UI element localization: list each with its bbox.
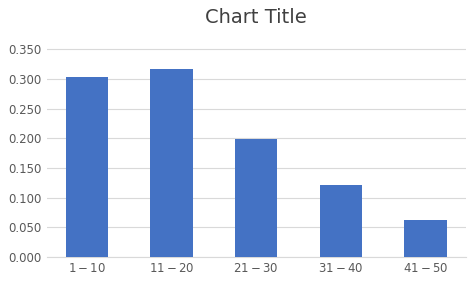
Bar: [150, 69, 192, 257]
Bar: [319, 185, 362, 257]
Title: Chart Title: Chart Title: [205, 8, 307, 27]
Bar: [404, 220, 447, 257]
Bar: [65, 77, 108, 257]
Bar: [235, 140, 277, 257]
